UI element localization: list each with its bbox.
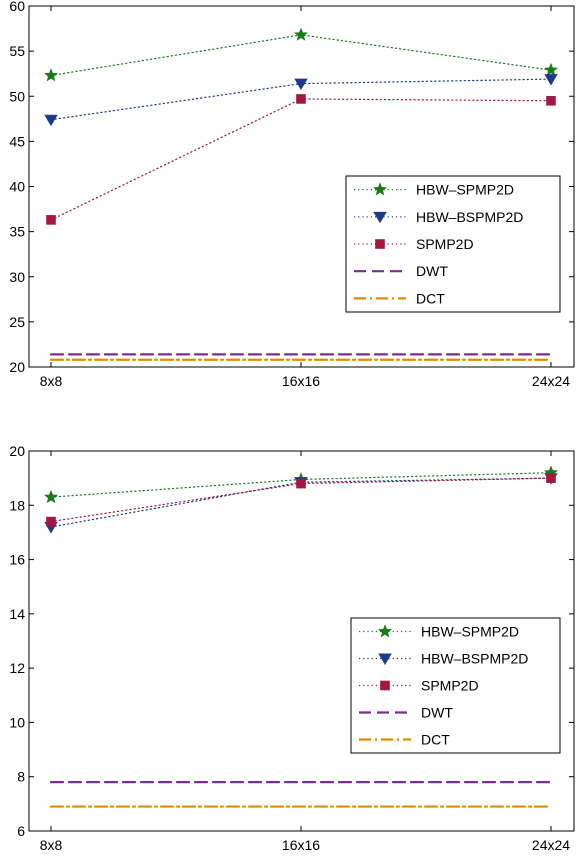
- legend-label: DCT: [416, 290, 445, 306]
- series-3: [46, 473, 556, 527]
- y-tick-label: 10: [9, 714, 25, 730]
- data-point: [46, 516, 56, 527]
- x-tick-label: 16x16: [282, 373, 320, 389]
- legend-label: DWT: [421, 705, 453, 721]
- legend-marker: [373, 182, 387, 196]
- data-point: [546, 95, 556, 106]
- legend-label: HBW–SPMP2D: [416, 182, 514, 198]
- legend-marker: [375, 239, 385, 249]
- legend-marker: [373, 211, 387, 224]
- data-point: [546, 473, 556, 483]
- legend-label: DCT: [421, 732, 450, 748]
- y-tick-label: 14: [9, 606, 25, 622]
- data-point: [544, 62, 558, 77]
- legend-label: DWT: [416, 263, 448, 279]
- series-1: [44, 27, 558, 82]
- data-point: [44, 489, 58, 504]
- x-tick-label: 24x24: [532, 373, 570, 389]
- data-point: [294, 78, 308, 91]
- data-point: [294, 27, 308, 41]
- series-3: [46, 94, 556, 225]
- y-tick-label: 20: [9, 359, 25, 375]
- chart-1: 20 25 30 35 40 45 50 55 60 8x8 16x16 24x24 HBW–SPMP2…: [9, 0, 575, 389]
- y-tick-label: 8: [17, 769, 25, 785]
- x-tick-label: 16x16: [282, 837, 320, 853]
- data-point: [296, 94, 306, 104]
- y-tick-label: 30: [9, 269, 25, 285]
- series-line: [50, 477, 552, 528]
- legend-marker: [378, 624, 392, 638]
- y-tick-label: 40: [9, 179, 25, 195]
- y-tick-label: 55: [9, 43, 25, 59]
- legend: HBW–SPMP2D HBW–BSPMP2D SPMP2D DWT DCT: [350, 617, 561, 754]
- legend-marker: [378, 653, 392, 665]
- data-point: [46, 215, 56, 225]
- y-tick-label: 60: [9, 0, 25, 14]
- y-tick-label: 25: [9, 314, 25, 330]
- data-point: [44, 68, 58, 82]
- legend-label: HBW–SPMP2D: [421, 624, 519, 640]
- y-tick-label: 18: [9, 497, 25, 513]
- legend-label: SPMP2D: [421, 678, 479, 694]
- series-2: [44, 74, 558, 127]
- series-line: [50, 472, 552, 498]
- y-tick-label: 45: [9, 133, 25, 149]
- y-tick-label: 12: [9, 660, 25, 676]
- x-tick-label: 8x8: [40, 373, 63, 389]
- y-tick-label: 35: [9, 224, 25, 240]
- legend-marker: [380, 680, 390, 691]
- legend-label: HBW–BSPMP2D: [416, 209, 523, 225]
- y-tick-label: 6: [17, 823, 25, 839]
- x-tick-label: 8x8: [40, 837, 63, 853]
- legend-label: HBW–BSPMP2D: [421, 651, 528, 667]
- y-tick-label: 16: [9, 552, 25, 568]
- x-tick-label: 24x24: [532, 837, 570, 853]
- data-point: [544, 74, 558, 86]
- data-point: [296, 478, 306, 489]
- legend: HBW–SPMP2D HBW–BSPMP2D SPMP2D DWT DCT: [345, 175, 561, 313]
- legend-label: SPMP2D: [416, 236, 474, 252]
- series-line: [50, 34, 552, 77]
- y-tick-label: 50: [9, 88, 25, 104]
- data-point: [44, 114, 58, 127]
- y-tick-label: 20: [9, 443, 25, 459]
